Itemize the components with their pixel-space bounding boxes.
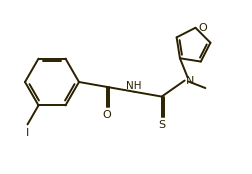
Text: N: N bbox=[186, 76, 194, 86]
Text: I: I bbox=[26, 128, 29, 139]
Text: S: S bbox=[158, 120, 165, 130]
Text: O: O bbox=[199, 23, 207, 33]
Text: NH: NH bbox=[127, 81, 142, 91]
Text: O: O bbox=[102, 110, 111, 120]
